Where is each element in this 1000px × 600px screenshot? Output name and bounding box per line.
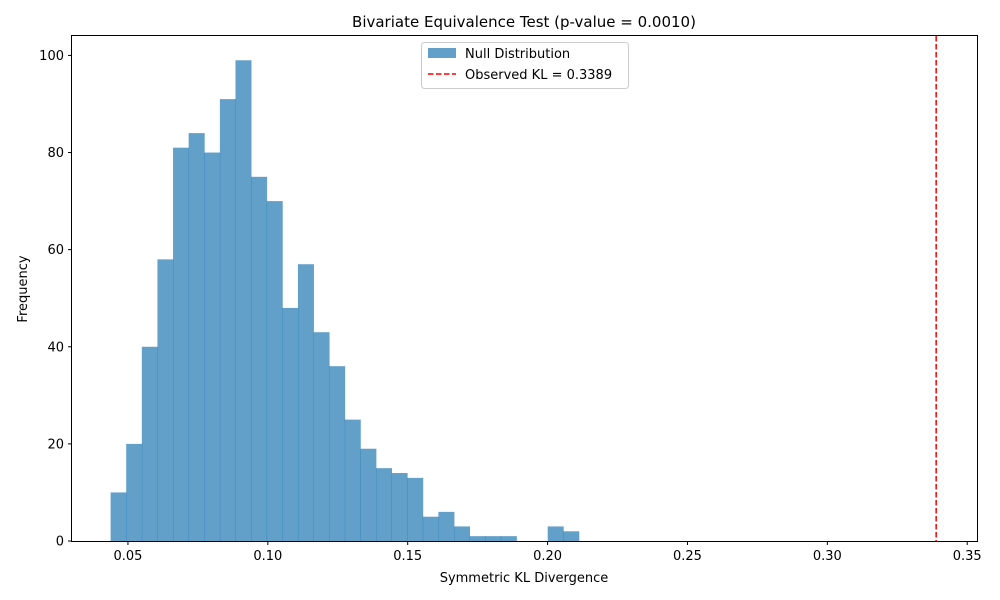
- x-axis-ticks: 0.05 0.10 0.15 0.20 0.25 0.30 0.35: [113, 541, 982, 564]
- y-tick-label: 40: [47, 340, 64, 355]
- histogram-bar: [407, 477, 424, 541]
- histogram-bar: [126, 443, 143, 541]
- histogram-bar: [313, 332, 330, 541]
- histogram-bar: [173, 147, 190, 542]
- histogram-bar: [266, 201, 283, 541]
- histogram-bar: [547, 526, 564, 541]
- histogram-bar: [282, 307, 299, 541]
- histogram-bar: [360, 448, 377, 541]
- y-axis-title: Frequency: [16, 255, 31, 322]
- x-tick-label: 0.10: [253, 549, 282, 564]
- plot-frame: [71, 35, 978, 542]
- histogram-bar: [454, 526, 471, 541]
- histogram-bars: [110, 60, 580, 542]
- histogram-bar: [157, 259, 174, 541]
- chart-title: Bivariate Equivalence Test (p-value = 0.…: [352, 13, 696, 31]
- y-tick-label: 60: [47, 243, 64, 258]
- histogram-bar: [297, 264, 314, 541]
- histogram-bar: [329, 366, 346, 541]
- histogram-bar: [141, 346, 158, 541]
- legend: Null Distribution Observed KL = 0.3389: [421, 42, 629, 89]
- x-tick-label: 0.20: [533, 549, 562, 564]
- y-tick-label: 80: [47, 146, 64, 161]
- x-tick-label: 0.05: [113, 549, 142, 564]
- histogram-bar: [391, 473, 408, 541]
- histogram-bar: [110, 492, 127, 541]
- y-tick-label: 100: [39, 49, 64, 64]
- histogram-bar: [251, 176, 268, 541]
- histogram-bar: [235, 60, 252, 542]
- x-tick-label: 0.35: [953, 549, 982, 564]
- y-axis-ticks: 0 20 40 60 80 100: [39, 49, 72, 550]
- histogram-bar: [563, 531, 580, 541]
- histogram-bar: [375, 468, 392, 541]
- histogram-bar: [204, 152, 221, 542]
- histogram-bar: [219, 99, 236, 541]
- x-tick-label: 0.30: [813, 549, 842, 564]
- legend-swatch-null-distribution: [428, 48, 456, 58]
- legend-label-observed-kl: Observed KL = 0.3389: [465, 68, 612, 83]
- y-tick-label: 0: [56, 535, 64, 550]
- histogram-bar: [344, 419, 361, 541]
- histogram-bar: [469, 536, 486, 541]
- legend-box: [421, 42, 629, 89]
- y-tick-label: 20: [47, 437, 64, 452]
- x-tick-label: 0.15: [393, 549, 422, 564]
- legend-label-null-distribution: Null Distribution: [465, 47, 570, 62]
- histogram-bar: [188, 133, 205, 541]
- histogram-bar: [438, 511, 455, 541]
- x-axis-title: Symmetric KL Divergence: [440, 571, 609, 586]
- x-tick-label: 0.25: [673, 549, 702, 564]
- histogram-bar: [485, 536, 502, 541]
- histogram-bar: [422, 516, 439, 541]
- histogram-bar: [500, 536, 517, 541]
